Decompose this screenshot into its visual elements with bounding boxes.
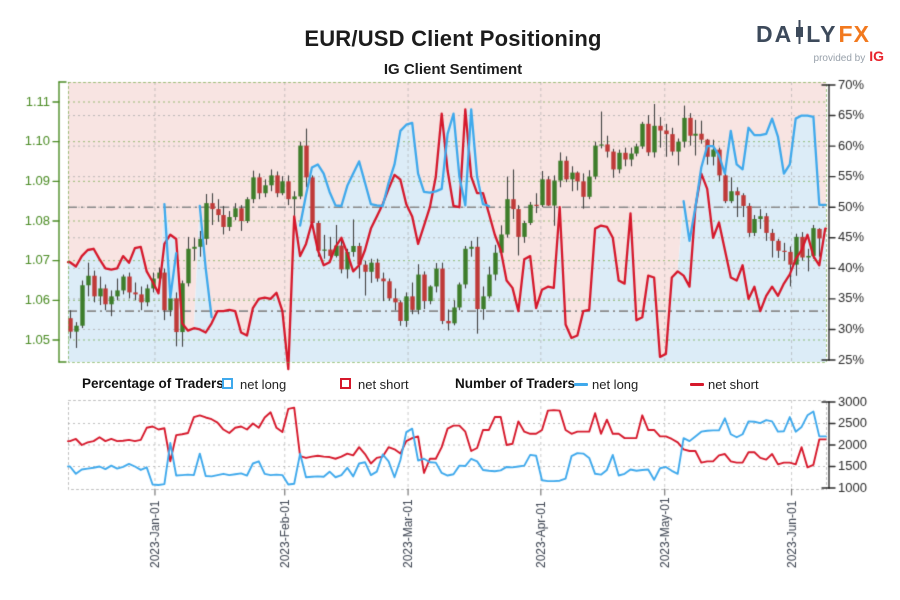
- legend-number-header: Number of Traders: [455, 376, 576, 391]
- legend-count-net-short-label: net short: [708, 377, 759, 392]
- logo-provided-by: provided by IG: [814, 48, 884, 64]
- legend-net-short-line-swatch: [690, 383, 704, 386]
- logo-text-daily-left: DA: [756, 21, 794, 47]
- legend-net-long-line-swatch: [574, 383, 588, 386]
- logo-text-fx: FX: [838, 21, 870, 47]
- provided-by-text: provided by: [813, 53, 866, 64]
- chart-subtitle: IG Client Sentiment: [383, 61, 523, 78]
- logo-text-daily-right: LY: [806, 21, 838, 47]
- ig-logo-text: IG: [869, 48, 884, 64]
- legend-net-short-swatch: [340, 378, 351, 389]
- legend-count-net-long-label: net long: [592, 377, 639, 392]
- page-title: EUR/USD Client Positioning: [304, 26, 602, 51]
- dailyfx-logo: DA LY FX: [756, 20, 870, 49]
- logo-candlestick-icon: [795, 20, 804, 49]
- legend-net-long-label: net long: [240, 377, 287, 392]
- legend-net-long-swatch: [222, 378, 233, 389]
- legend-percentage-header: Percentage of Traders: [82, 376, 224, 391]
- legend-net-short-label: net short: [358, 377, 409, 392]
